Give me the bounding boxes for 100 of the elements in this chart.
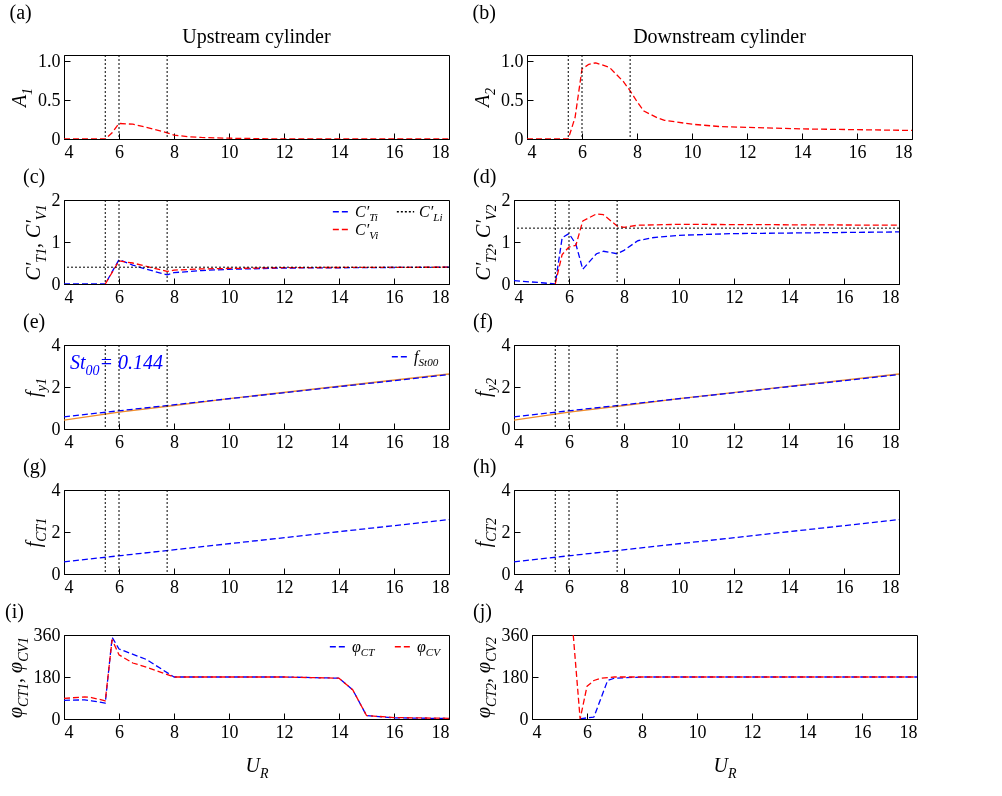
x-axis-title: U$_{R}$ — [713, 753, 737, 781]
x-tick-label: 10 — [670, 286, 689, 307]
x-tick-label: 8 — [170, 721, 179, 742]
x-tick-label: 14 — [330, 141, 349, 162]
line-series — [514, 231, 899, 284]
x-tick-label: 16 — [835, 576, 854, 597]
x-tick-label: 10 — [670, 576, 689, 597]
x-tick-label: 14 — [780, 431, 799, 452]
line-series — [572, 635, 917, 719]
y-tick-label: 4 — [501, 334, 511, 355]
x-tick-label: 8 — [170, 431, 179, 452]
x-tick-label: 6 — [565, 431, 574, 452]
x-tick-label: 4 — [64, 721, 74, 742]
y-tick-label: 0 — [514, 128, 524, 149]
y-tick-label: 0 — [519, 708, 529, 729]
chart-title: (g) — [23, 455, 47, 478]
y-tick-label: 0 — [501, 418, 511, 439]
y-tick-label: 2 — [51, 189, 61, 210]
x-tick-label: 6 — [115, 286, 124, 307]
x-tick-label: 14 — [330, 576, 349, 597]
x-tick-label: 6 — [115, 141, 124, 162]
chart-title: (d) — [473, 165, 497, 188]
x-tick-label: 6 — [565, 286, 574, 307]
x-tick-label: 16 — [385, 721, 404, 742]
chart-subtitle: Upstream cylinder — [182, 25, 331, 48]
x-tick-label: 16 — [848, 141, 867, 162]
x-tick-label: 18 — [881, 576, 900, 597]
x-tick-label: 8 — [620, 576, 629, 597]
x-tick-label: 18 — [431, 721, 450, 742]
line-series — [527, 62, 912, 139]
x-tick-label: 10 — [220, 141, 239, 162]
x-tick-label: 14 — [798, 721, 817, 742]
x-tick-label: 6 — [115, 721, 124, 742]
x-tick-label: 18 — [431, 286, 450, 307]
x-tick-label: 4 — [64, 576, 74, 597]
legend-label: φ$_{CT}$ — [352, 637, 376, 659]
y-tick-label: 2 — [501, 189, 511, 210]
x-tick-label: 12 — [275, 721, 294, 742]
y-tick-label: 2 — [51, 521, 61, 542]
y-tick-label: 0.5 — [38, 89, 61, 110]
y-tick-label: 1.0 — [501, 50, 524, 71]
chart-title: (b) — [472, 1, 496, 24]
x-tick-label: 6 — [565, 576, 574, 597]
y-tick-label: 4 — [501, 479, 511, 500]
y-tick-label: 0 — [51, 128, 61, 149]
y-tick-label: 0 — [51, 418, 61, 439]
x-tick-label: 4 — [64, 286, 74, 307]
y-tick-label: 360 — [33, 624, 61, 645]
x-tick-label: 10 — [683, 141, 702, 162]
x-tick-label: 12 — [275, 431, 294, 452]
x-tick-label: 6 — [115, 576, 124, 597]
x-tick-label: 14 — [330, 431, 349, 452]
y-tick-label: 4 — [51, 479, 61, 500]
line-series — [579, 676, 917, 719]
x-tick-label: 6 — [583, 721, 592, 742]
x-tick-label: 10 — [220, 431, 239, 452]
chart-title: (e) — [23, 310, 46, 333]
chart-title: (f) — [473, 310, 493, 333]
x-tick-label: 12 — [725, 431, 744, 452]
x-tick-label: 18 — [431, 576, 450, 597]
line-series — [104, 260, 449, 284]
x-tick-label: 6 — [115, 431, 124, 452]
y-tick-label: 180 — [33, 666, 61, 687]
chart-title: (i) — [5, 599, 24, 623]
y-tick-label: 1.0 — [38, 50, 61, 71]
legend-label: C′$_{Li}$ — [419, 202, 443, 224]
x-tick-label: 18 — [899, 721, 918, 742]
x-tick-label: 14 — [780, 576, 799, 597]
x-tick-label: 18 — [431, 141, 450, 162]
x-tick-label: 10 — [670, 431, 689, 452]
y-tick-label: 4 — [51, 334, 61, 355]
y-tick-label: 2 — [501, 521, 511, 542]
legend-label: φ$_{CV}$ — [417, 637, 442, 659]
chart-title: (h) — [473, 455, 497, 478]
chart-subtitle: Downstream cylinder — [633, 25, 807, 48]
y-tick-label: 1 — [51, 231, 61, 252]
x-tick-label: 16 — [385, 576, 404, 597]
chart-title: (a) — [9, 1, 32, 24]
y-tick-label: 0 — [51, 563, 61, 584]
x-tick-label: 10 — [220, 286, 239, 307]
x-tick-label: 14 — [793, 141, 812, 162]
y-tick-label: 0 — [501, 563, 511, 584]
x-tick-label: 14 — [330, 286, 349, 307]
y-tick-label: 180 — [501, 666, 529, 687]
x-tick-label: 8 — [170, 286, 179, 307]
chart-title: (j) — [473, 599, 492, 623]
x-tick-label: 4 — [64, 431, 74, 452]
x-tick-label: 18 — [431, 431, 450, 452]
x-tick-label: 16 — [385, 141, 404, 162]
y-tick-label: 0 — [51, 708, 61, 729]
x-tick-label: 10 — [220, 721, 239, 742]
y-tick-label: 0 — [51, 273, 61, 294]
y-tick-label: 2 — [51, 376, 61, 397]
x-tick-label: 14 — [780, 286, 799, 307]
x-tick-label: 18 — [881, 286, 900, 307]
line-series — [64, 122, 449, 139]
line-series — [554, 213, 899, 284]
x-tick-label: 12 — [275, 141, 294, 162]
annotation: St$_{00}$= 0.144 — [70, 351, 164, 378]
x-tick-label: 16 — [385, 286, 404, 307]
